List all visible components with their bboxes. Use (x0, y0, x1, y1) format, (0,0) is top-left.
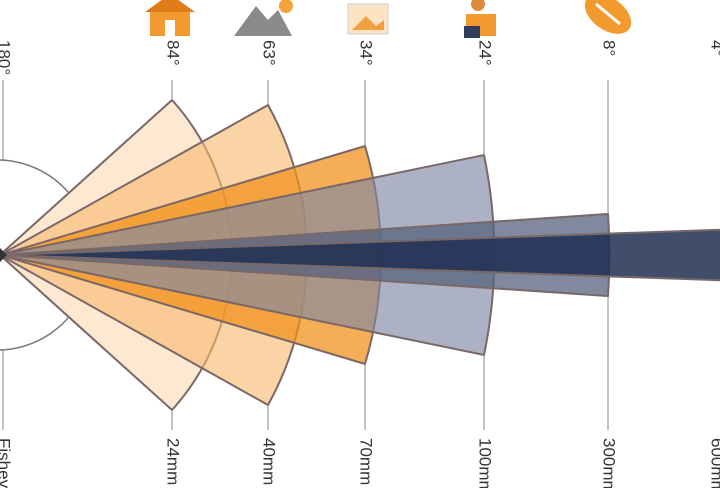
focal-label: 600mm (708, 438, 720, 488)
picture-icon (347, 3, 389, 35)
focal-label: 300mm (600, 438, 619, 488)
guides (2, 80, 609, 430)
angle-label: 4° (708, 40, 720, 56)
person-icon (464, 0, 496, 38)
angle-label: 180° (0, 40, 14, 75)
angle-label: 84° (164, 40, 183, 66)
angle-label: 8° (600, 40, 619, 56)
focal-label: 40mm (260, 438, 279, 485)
apex (0, 248, 7, 262)
angle-label: 34° (357, 40, 376, 66)
labels: 180° Fisheye 84° 24mm 63° 40mm 34° 70mm 24° 100mm… (0, 40, 720, 488)
football-icon (584, 0, 632, 34)
focal-label: Fisheye (0, 438, 14, 488)
wedges (0, 98, 720, 412)
angle-label: 24° (476, 40, 495, 66)
focal-label: 70mm (357, 438, 376, 485)
focal-label: 24mm (164, 438, 183, 485)
house-icon (145, 0, 195, 36)
icons (145, 0, 632, 38)
focal-label: 100mm (476, 438, 495, 488)
fisheye-arc (0, 159, 69, 351)
mountain-icon (234, 0, 293, 36)
wedge-4 (0, 228, 720, 282)
angle-label: 63° (260, 40, 279, 66)
